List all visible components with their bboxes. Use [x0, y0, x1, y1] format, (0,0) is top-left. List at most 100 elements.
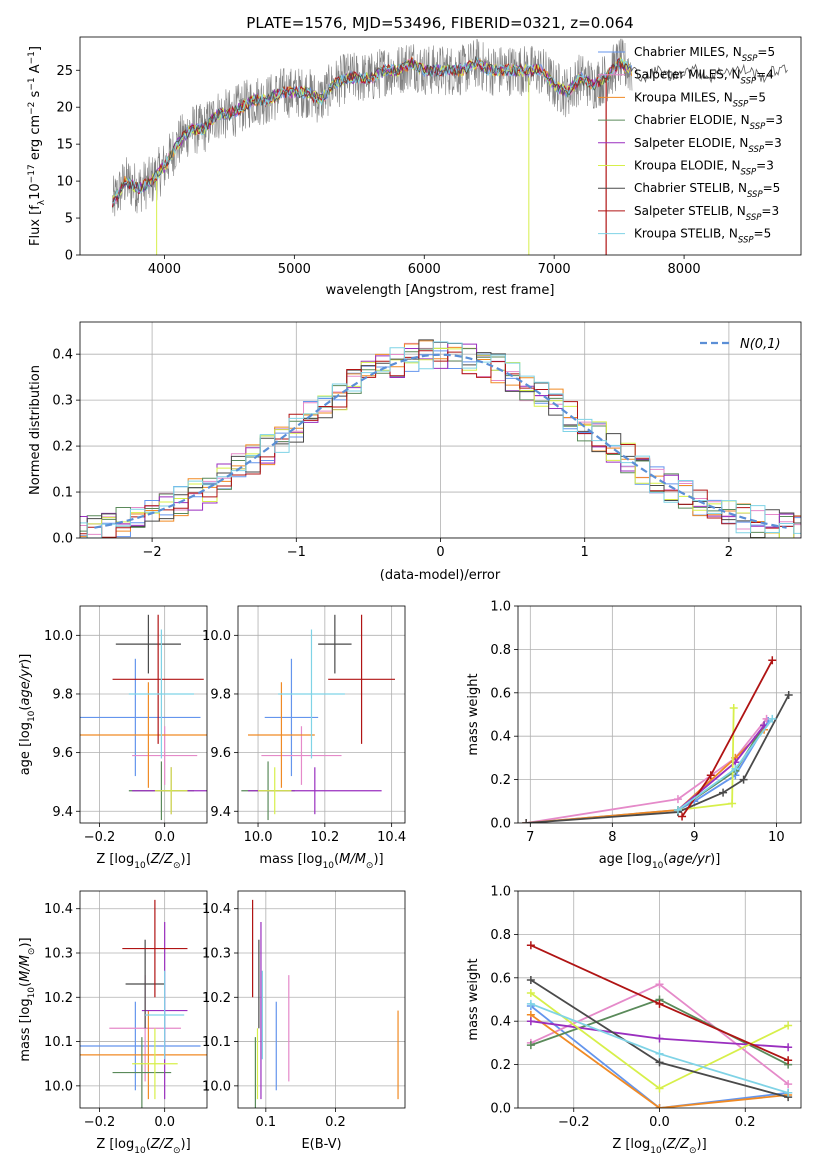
residuals-ylabel: Normed distribution	[28, 365, 43, 495]
spectrum-ytick-label: 15	[56, 138, 73, 153]
mass_vs_ebv-ytick-label: 10.0	[202, 1079, 231, 1094]
age_vs_Z-axes: −0.2 0.0 9.4 9.6 9.8 10.0	[44, 605, 208, 845]
residuals-xtick-label: 0	[436, 545, 444, 560]
spectrum-xtick-label: 4000	[148, 262, 181, 277]
weight_vs_age-axes: 7 8 9 10 0.0 0.2 0.4 0.6 0.8 1.0	[490, 600, 802, 845]
age_vs_Z-ylabel: age [log10(age/yr)]	[18, 654, 37, 776]
weight_vs_age-marker	[678, 812, 687, 821]
weight_vs_Z-marker	[655, 980, 664, 989]
weight_vs_age-marker	[719, 788, 728, 797]
mass_vs_ebv-ytick-label: 10.2	[202, 991, 231, 1006]
mass_vs_ebv-ytick-label: 10.1	[202, 1035, 231, 1050]
mass_vs_Z-frame	[79, 890, 208, 1109]
spectrum-frame	[79, 36, 802, 256]
weight_vs_Z-ytick-label: 0.2	[490, 1058, 511, 1073]
mass_vs_ebv-xlabel: E(B-V)	[301, 1137, 341, 1152]
weight_vs_age-marker	[784, 690, 793, 699]
weight_vs_Z-ytick-label: 0.6	[490, 971, 511, 986]
weight_vs_Z-ytick-label: 0.4	[490, 1015, 511, 1030]
weight_vs_Z-marker	[526, 999, 535, 1008]
spectrum-legend-entry: Kroupa ELODIE, NSSP=3	[634, 159, 774, 178]
age_vs_mass-xtick-label: 10.0	[244, 830, 273, 845]
spectrum-legend-entry: Kroupa STELIB, NSSP=5	[634, 227, 771, 246]
weight_vs_age-marker	[768, 656, 777, 665]
weight_vs_age-frame	[517, 605, 802, 824]
weight_vs_Z-marker	[655, 1058, 664, 1067]
residuals-xtick-label: 2	[725, 545, 733, 560]
mass_vs_ebv-marks	[238, 891, 405, 1108]
spectrum-model-6	[112, 56, 788, 203]
weight_vs_Z-xtick-label: 0.0	[649, 1115, 670, 1130]
residuals-xlabel: (data-model)/error	[380, 568, 501, 583]
age_vs_Z-ytick-label: 9.4	[52, 805, 73, 820]
weight_vs_Z-axes: −0.2 0.0 0.2 0.0 0.2 0.4 0.6 0.8 1.0	[490, 885, 802, 1130]
spectrum-legend-entry: Kroupa MILES, NSSP=5	[634, 90, 766, 109]
weight_vs_age-marker	[768, 714, 777, 723]
residuals-axes: −2 −1 0 1 2 0.0 0.1 0.2 0.3 0.4 N(0,1)	[52, 321, 802, 560]
age_vs_Z-xtick-label: −0.2	[84, 830, 116, 845]
spectrum-legend-entry: Chabrier STELIB, NSSP=5	[634, 181, 780, 200]
weight_vs_Z-marker	[655, 1104, 664, 1108]
weight_vs_age-series-1	[526, 718, 768, 823]
residuals-normal-curve	[94, 353, 787, 529]
weight_vs_Z-ytick-label: 0.0	[490, 1102, 511, 1117]
weight_vs_age-ytick-label: 0.6	[490, 686, 511, 701]
weight_vs_age-marker	[673, 805, 682, 814]
age_vs_mass-ytick-label: 9.8	[210, 687, 231, 702]
mass_vs_ebv-xtick-label: 0.1	[255, 1115, 276, 1130]
residuals-ytick-label: 0.3	[52, 394, 73, 409]
spectrum-legend-entry: Salpeter ELODIE, NSSP=3	[634, 136, 782, 155]
weight_vs_Z-marker	[655, 1049, 664, 1058]
spectrum-model-7	[112, 57, 633, 208]
residuals-xtick-label: −1	[287, 545, 306, 560]
residuals-xtick-label: 1	[581, 545, 589, 560]
residuals-xtick-label: −2	[143, 545, 162, 560]
weight_vs_age-marker	[728, 799, 737, 808]
age_vs_mass-ytick-label: 9.4	[210, 805, 231, 820]
weight_vs_Z-marker	[526, 1017, 535, 1026]
mass_vs_ebv-ytick-label: 10.4	[202, 902, 231, 917]
spectrum-ytick-label: 20	[56, 101, 73, 116]
weight_vs_Z-marker	[655, 999, 664, 1008]
weight_vs_Z-xlabel: Z [log10(Z/Z⊙)]	[612, 1137, 706, 1156]
spectrum-xtick-label: 5000	[278, 262, 311, 277]
weight_vs_Z-marker	[655, 1034, 664, 1043]
age_vs_Z-marks	[80, 606, 207, 823]
mass_vs_ebv-plot-area	[238, 891, 405, 1108]
spectrum-axes: 4000 5000 6000 7000 8000 0 5 10 15 20 25 Chabrier M…	[56, 36, 802, 277]
spectrum-model-8	[112, 57, 633, 204]
weight_vs_age-ytick-label: 0.2	[490, 773, 511, 788]
residuals-histogram-5	[80, 347, 801, 538]
age_vs_mass-xtick-label: 10.4	[377, 830, 406, 845]
spectrum-legend-entry: Salpeter MILES, NSSP=4	[634, 68, 774, 87]
weight_vs_Z-marker	[526, 988, 535, 997]
weight_vs_Z-frame	[517, 890, 802, 1109]
weight_vs_Z-marker	[784, 1043, 793, 1052]
weight_vs_Z-marker	[784, 1080, 793, 1089]
mass_vs_ebv-axes: 0.1 0.2 10.0 10.1 10.2 10.3 10.4	[202, 890, 406, 1130]
weight_vs_Z-marker	[784, 1056, 793, 1065]
spectrum-xtick-label: 8000	[668, 262, 701, 277]
mass_vs_Z-plot-area	[80, 891, 207, 1108]
weight_vs_age-ytick-label: 0.8	[490, 643, 511, 658]
age_vs_Z-ytick-label: 10.0	[44, 629, 73, 644]
age_vs_mass-axes: 10.0 10.2 10.4 9.4 9.6 9.8 10.0	[202, 605, 406, 845]
residuals-histogram-8	[80, 341, 801, 538]
spectrum-ytick-label: 10	[56, 175, 73, 190]
spectrum-marks	[112, 38, 788, 255]
spectrum-xtick-label: 6000	[408, 262, 441, 277]
residuals-ytick-label: 0.0	[52, 532, 73, 547]
weight_vs_Z-marker	[784, 1021, 793, 1030]
mass_vs_Z-ytick-label: 10.2	[44, 991, 73, 1006]
weight_vs_Z-marks	[518, 891, 801, 1108]
residuals-ytick-label: 0.1	[52, 486, 73, 501]
residuals-ytick-label: 0.4	[52, 348, 73, 363]
weight_vs_age-xlabel: age [log10(age/yr)]	[599, 852, 721, 871]
weight_vs_age-marker	[522, 819, 531, 823]
weight_vs_age-xtick-label: 8	[608, 830, 616, 845]
mass_vs_ebv-xtick-label: 0.2	[325, 1115, 346, 1130]
weight_vs_age-xtick-label: 7	[526, 830, 534, 845]
residuals-frame	[79, 321, 802, 539]
weight_vs_Z-xtick-label: 0.2	[735, 1115, 756, 1130]
